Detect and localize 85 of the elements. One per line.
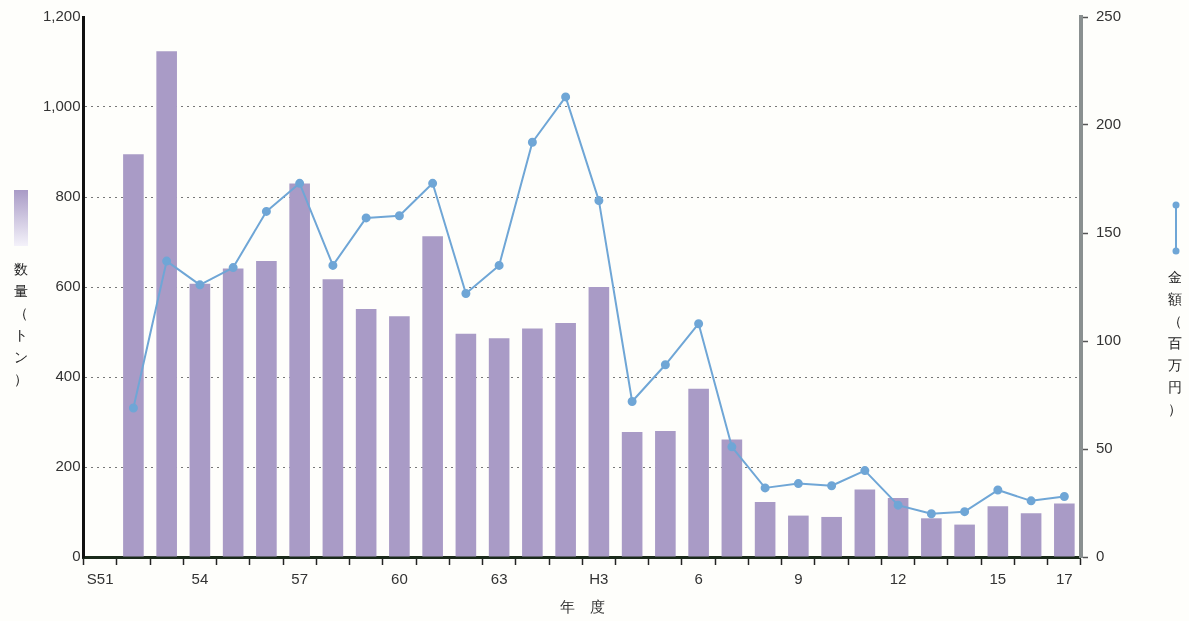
bar [189, 283, 211, 557]
point [361, 213, 371, 223]
bar [721, 439, 743, 557]
bar [389, 316, 410, 557]
y2-tick-label: 150 [1095, 223, 1121, 241]
point [295, 178, 305, 188]
x-tick-label: 17 [1056, 570, 1073, 588]
bar [821, 516, 842, 557]
point [1026, 496, 1036, 506]
x-tick-label: 12 [889, 570, 907, 588]
bar [954, 524, 975, 557]
bar [655, 431, 676, 557]
point [960, 507, 970, 517]
bar [788, 515, 809, 557]
x-axis-title: 年 度 [559, 597, 605, 616]
point [893, 500, 903, 510]
y2-tick-label: 50 [1095, 439, 1113, 457]
point [694, 319, 704, 329]
point [461, 288, 471, 298]
point [926, 509, 936, 519]
point [827, 481, 837, 491]
point [428, 178, 438, 188]
x-tick-label: S51 [86, 570, 114, 588]
y-tick-label: 0 [72, 547, 81, 565]
x-tick-label: 54 [191, 570, 209, 588]
point [561, 92, 571, 102]
point [793, 479, 803, 489]
x-tick-label: H3 [589, 570, 609, 588]
point [128, 403, 138, 413]
x-tick-label: 57 [291, 570, 308, 588]
bar [455, 333, 477, 557]
bar [1020, 513, 1042, 557]
bar [488, 338, 510, 557]
x-tick-label: 60 [391, 570, 408, 588]
point [993, 485, 1003, 495]
y2-tick-label: 100 [1095, 331, 1121, 349]
y-axis-title: 数量（トン） [13, 260, 29, 389]
bar [887, 498, 909, 557]
y-tick-label: 400 [55, 367, 81, 385]
bar [222, 268, 244, 557]
y2-axis-title: 金額（百万円） [1167, 268, 1183, 419]
bar [522, 328, 543, 557]
bar [754, 502, 776, 557]
point [494, 260, 504, 270]
point [527, 137, 537, 147]
bar [854, 489, 876, 557]
y-tick-label: 600 [55, 277, 81, 295]
y-tick-label: 1,200 [42, 7, 81, 25]
point [394, 211, 404, 221]
point [228, 263, 238, 273]
bar [156, 51, 177, 557]
bar [355, 309, 377, 557]
y2-tick-label: 250 [1095, 7, 1121, 25]
bar [322, 279, 344, 557]
point [860, 466, 870, 476]
point [1059, 492, 1069, 502]
bar [588, 287, 610, 557]
point [162, 256, 172, 266]
point [627, 396, 637, 406]
bar [555, 323, 576, 557]
bar [688, 388, 709, 557]
point [727, 442, 737, 452]
point [594, 196, 604, 206]
point [261, 206, 271, 216]
bar [123, 154, 144, 557]
point [328, 260, 338, 270]
y-tick-label: 800 [55, 187, 81, 205]
y2-tick-label: 200 [1095, 115, 1121, 133]
bar [256, 260, 277, 557]
bar [289, 183, 310, 557]
x-tick-label: 6 [694, 570, 703, 588]
bar [1054, 503, 1075, 557]
x-tick-label: 9 [794, 570, 803, 588]
y-tick-label: 200 [55, 457, 81, 475]
point [195, 280, 205, 290]
bar [921, 518, 942, 557]
x-tick-label: 63 [490, 570, 508, 588]
y-tick-label: 1,000 [42, 97, 81, 115]
x-tick-label: 15 [989, 570, 1007, 588]
bar [621, 431, 643, 557]
bar [987, 506, 1009, 557]
point [660, 360, 670, 370]
point [760, 483, 770, 493]
bar [422, 236, 443, 557]
y2-tick-label: 0 [1095, 547, 1105, 565]
